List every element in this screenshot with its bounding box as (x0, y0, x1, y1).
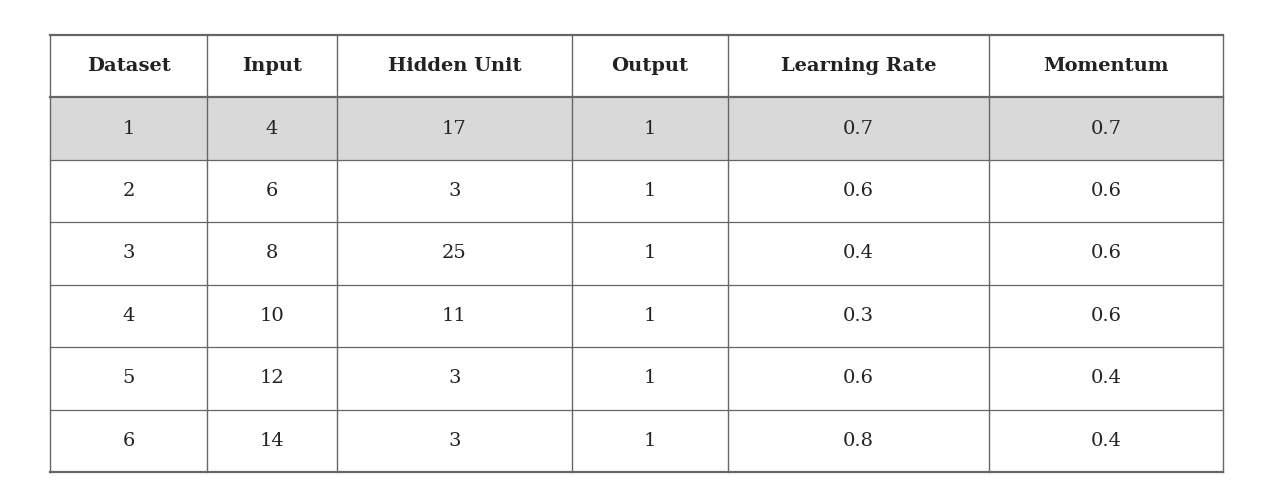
Bar (207, 160, 337, 222)
Bar (989, 97, 1223, 160)
Text: 0.4: 0.4 (842, 245, 874, 262)
Bar (337, 97, 571, 160)
Text: 0.7: 0.7 (1091, 119, 1121, 138)
Bar (50, 222, 207, 285)
Bar (207, 410, 337, 472)
Bar (728, 410, 989, 472)
Bar (571, 222, 728, 285)
Text: 0.6: 0.6 (1091, 182, 1121, 200)
Bar (207, 35, 337, 97)
Bar (989, 285, 1223, 347)
Bar (207, 222, 337, 285)
Bar (571, 35, 728, 97)
Bar (337, 285, 571, 347)
Text: 3: 3 (448, 182, 460, 200)
Text: 1: 1 (643, 119, 656, 138)
Text: 1: 1 (643, 182, 656, 200)
Text: 0.8: 0.8 (842, 432, 874, 450)
Bar (50, 35, 207, 97)
Text: 1: 1 (122, 119, 135, 138)
Text: 17: 17 (443, 119, 467, 138)
Text: 0.4: 0.4 (1091, 432, 1121, 450)
Text: 10: 10 (260, 307, 284, 325)
Text: 1: 1 (643, 432, 656, 450)
Text: 1: 1 (643, 245, 656, 262)
Text: 1: 1 (643, 307, 656, 325)
Text: 12: 12 (260, 369, 284, 388)
Text: 25: 25 (443, 245, 467, 262)
Bar (50, 347, 207, 410)
Text: 0.3: 0.3 (842, 307, 874, 325)
Bar (337, 347, 571, 410)
Bar (337, 222, 571, 285)
Bar (571, 285, 728, 347)
Text: 0.6: 0.6 (1091, 245, 1121, 262)
Bar (50, 285, 207, 347)
Bar (728, 347, 989, 410)
Text: 0.6: 0.6 (1091, 307, 1121, 325)
Text: Output: Output (612, 57, 689, 75)
Text: Dataset: Dataset (87, 57, 170, 75)
Bar (728, 97, 989, 160)
Text: 3: 3 (448, 369, 460, 388)
Text: 0.6: 0.6 (842, 369, 874, 388)
Text: 3: 3 (448, 432, 460, 450)
Bar (989, 35, 1223, 97)
Text: 6: 6 (266, 182, 279, 200)
Text: 3: 3 (122, 245, 135, 262)
Bar (50, 410, 207, 472)
Text: 2: 2 (122, 182, 135, 200)
Bar (337, 160, 571, 222)
Text: 1: 1 (643, 369, 656, 388)
Bar (207, 347, 337, 410)
Bar (571, 347, 728, 410)
Text: Momentum: Momentum (1043, 57, 1169, 75)
Bar (50, 97, 207, 160)
Text: 6: 6 (122, 432, 135, 450)
Text: 0.7: 0.7 (842, 119, 874, 138)
Bar (989, 347, 1223, 410)
Bar (728, 160, 989, 222)
Bar (207, 285, 337, 347)
Text: Hidden Unit: Hidden Unit (387, 57, 521, 75)
Text: 4: 4 (122, 307, 135, 325)
Bar (50, 160, 207, 222)
Text: 14: 14 (260, 432, 284, 450)
Text: 0.6: 0.6 (842, 182, 874, 200)
Bar (728, 35, 989, 97)
Bar (337, 35, 571, 97)
Text: 4: 4 (266, 119, 279, 138)
Bar (989, 410, 1223, 472)
Text: 8: 8 (266, 245, 279, 262)
Bar (728, 285, 989, 347)
Text: Input: Input (242, 57, 301, 75)
Bar (571, 160, 728, 222)
Bar (989, 222, 1223, 285)
Bar (571, 410, 728, 472)
Bar (728, 222, 989, 285)
Bar (989, 160, 1223, 222)
Bar (207, 97, 337, 160)
Text: 0.4: 0.4 (1091, 369, 1121, 388)
Text: Learning Rate: Learning Rate (781, 57, 936, 75)
Text: 11: 11 (443, 307, 467, 325)
Bar (337, 410, 571, 472)
Bar (571, 97, 728, 160)
Text: 5: 5 (122, 369, 135, 388)
